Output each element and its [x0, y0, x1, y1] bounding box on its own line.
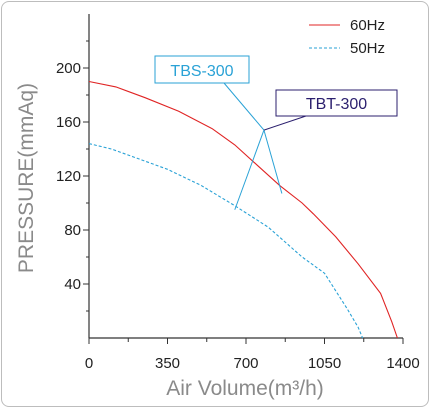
y-tick-label: 120: [56, 168, 81, 185]
tbs-300-callout-label: TBS-300: [170, 63, 233, 80]
x-tick-label: 1050: [308, 355, 341, 372]
x-ticks: 0 350 700 1050 1400: [85, 338, 420, 372]
series-lines: [88, 80, 398, 339]
legend-label-60hz: 60Hz: [350, 17, 385, 34]
tbt-300-leader: [263, 115, 307, 131]
y-tick-label: 160: [56, 114, 81, 131]
y-tick-label: 80: [64, 222, 81, 239]
legend-label-50hz: 50Hz: [350, 40, 385, 57]
x-tick-label: 0: [85, 355, 93, 372]
tbs-300-leader-2: [263, 129, 283, 194]
y-ticks: 40 80 120 160 200: [56, 40, 89, 312]
series-line-60hz: [88, 80, 398, 339]
legend: 60Hz 50Hz: [309, 17, 385, 57]
x-tick-label: 700: [233, 355, 258, 372]
tbs-300-callout-box: [154, 55, 250, 84]
series-line-50hz: [88, 143, 364, 339]
tbt-300-callout-box: [275, 89, 398, 117]
tbs-300-leader-top: [223, 82, 265, 131]
x-axis-title: Air Volume(m³/h): [166, 377, 324, 400]
x-tick-label: 1400: [386, 355, 419, 372]
y-tick-label: 40: [64, 276, 81, 293]
x-tick-label: 350: [155, 355, 180, 372]
y-tick-label: 200: [56, 60, 81, 77]
tbt-300-callout-label: TBT-300: [306, 96, 367, 113]
callouts: TBS-300 TBT-300: [154, 55, 398, 210]
tbs-300-leader-1: [234, 129, 265, 210]
y-axis-title: PRESSURE(mmAq): [15, 83, 38, 273]
